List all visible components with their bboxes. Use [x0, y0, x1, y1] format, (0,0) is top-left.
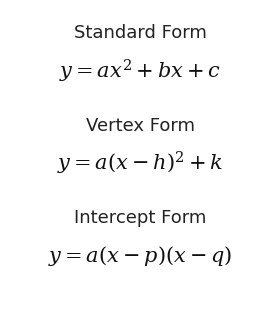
- Text: $y = ax^2 + bx + c$: $y = ax^2 + bx + c$: [59, 58, 221, 85]
- Text: $y = a(x - p)(x - q)$: $y = a(x - p)(x - q)$: [48, 244, 232, 268]
- Text: Vertex Form: Vertex Form: [85, 117, 195, 135]
- Text: $y = a(x - h)^2 + k$: $y = a(x - h)^2 + k$: [57, 150, 223, 177]
- Text: Intercept Form: Intercept Form: [74, 209, 206, 227]
- Text: Standard Form: Standard Form: [74, 24, 206, 42]
